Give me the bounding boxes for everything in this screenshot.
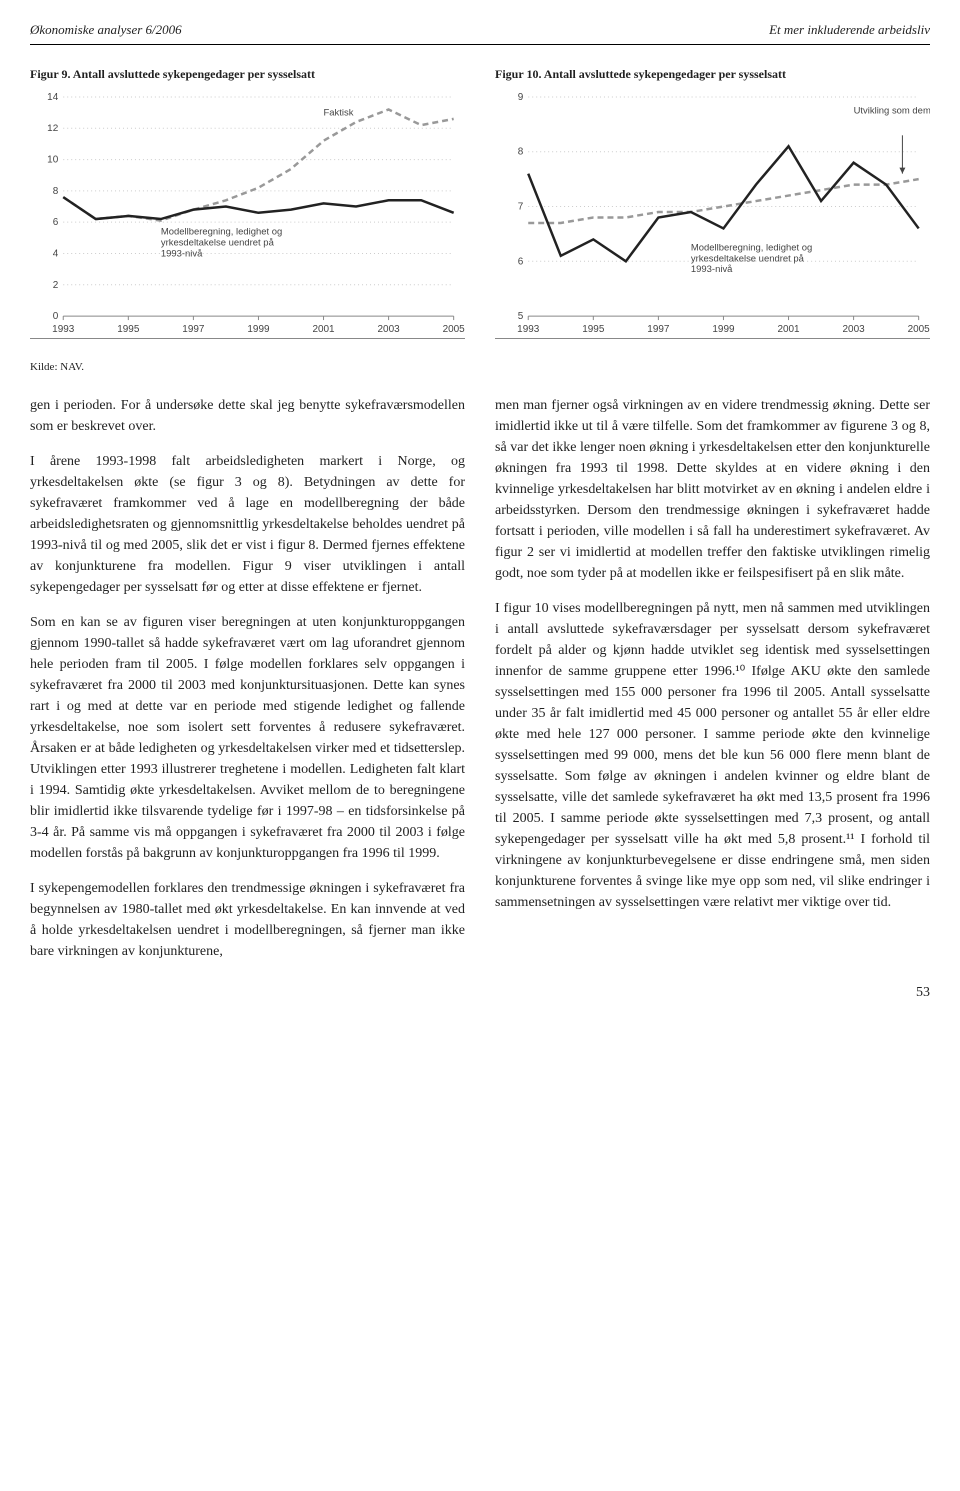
header-right: Et mer inkluderende arbeidsliv	[769, 20, 930, 40]
svg-text:1995: 1995	[582, 324, 605, 335]
svg-text:9: 9	[518, 91, 524, 102]
svg-text:Faktisk: Faktisk	[324, 107, 354, 118]
figure-source: Kilde: NAV.	[30, 359, 930, 376]
svg-text:8: 8	[518, 146, 524, 157]
svg-text:14: 14	[47, 91, 59, 102]
svg-text:2: 2	[53, 279, 59, 290]
svg-text:2005: 2005	[443, 324, 465, 335]
svg-text:1997: 1997	[182, 324, 205, 335]
figures-row: Figur 9. Antall avsluttede sykepengedage…	[30, 65, 930, 339]
paragraph: I figur 10 vises modellberegningen på ny…	[495, 598, 930, 913]
svg-text:1997: 1997	[647, 324, 670, 335]
svg-text:1993-nivå: 1993-nivå	[691, 264, 733, 275]
paragraph: men man fjerner også virkningen av en vi…	[495, 395, 930, 584]
page-number: 53	[30, 982, 930, 1003]
svg-text:12: 12	[47, 123, 59, 134]
paragraph: gen i perioden. For å undersøke dette sk…	[30, 395, 465, 437]
svg-text:6: 6	[518, 256, 524, 267]
figure-10-chart: 5 6 7 8 9 1993 1995 1997 1999 2001 2003 2005 Utvikli…	[495, 89, 930, 339]
svg-text:7: 7	[518, 201, 524, 212]
figure-9-title: Figur 9. Antall avsluttede sykepengedage…	[30, 65, 465, 83]
svg-text:1993: 1993	[52, 324, 75, 335]
figure-10-title: Figur 10. Antall avsluttede sykepengedag…	[495, 65, 930, 83]
paragraph: I årene 1993-1998 falt arbeidsledigheten…	[30, 451, 465, 598]
svg-text:Modellberegning, ledighet og: Modellberegning, ledighet og	[161, 226, 282, 237]
header-left: Økonomiske analyser 6/2006	[30, 20, 182, 40]
svg-text:1999: 1999	[712, 324, 735, 335]
svg-text:2005: 2005	[908, 324, 930, 335]
svg-text:2001: 2001	[312, 324, 335, 335]
svg-text:6: 6	[53, 217, 59, 228]
figure-10: Figur 10. Antall avsluttede sykepengedag…	[495, 65, 930, 339]
svg-text:Utvikling som demografien: Utvikling som demografien	[854, 105, 930, 116]
svg-text:yrkesdeltakelse uendret på: yrkesdeltakelse uendret på	[691, 253, 805, 264]
svg-text:8: 8	[53, 185, 59, 196]
figure-9-chart: 0 2 4 6 8 10 12 14 1993 1995 1997 1999 2001 2003 2005 F…	[30, 89, 465, 339]
svg-text:2003: 2003	[378, 324, 401, 335]
svg-text:4: 4	[53, 248, 59, 259]
svg-text:Modellberegning, ledighet og: Modellberegning, ledighet og	[691, 242, 812, 253]
svg-text:1999: 1999	[247, 324, 270, 335]
svg-text:2001: 2001	[777, 324, 800, 335]
svg-text:0: 0	[53, 311, 59, 322]
svg-text:1993: 1993	[517, 324, 540, 335]
figure-9: Figur 9. Antall avsluttede sykepengedage…	[30, 65, 465, 339]
page-header: Økonomiske analyser 6/2006 Et mer inklud…	[30, 20, 930, 45]
svg-text:yrkesdeltakelse uendret på: yrkesdeltakelse uendret på	[161, 237, 275, 248]
body-columns: gen i perioden. For å undersøke dette sk…	[30, 395, 930, 962]
svg-text:1995: 1995	[117, 324, 140, 335]
svg-text:10: 10	[47, 154, 59, 165]
paragraph: Som en kan se av figuren viser beregning…	[30, 612, 465, 864]
svg-text:1993-nivå: 1993-nivå	[161, 248, 203, 259]
svg-text:2003: 2003	[843, 324, 866, 335]
svg-text:5: 5	[518, 311, 524, 322]
figure-9-svg: 0 2 4 6 8 10 12 14 1993 1995 1997 1999 2001 2003 2005 F…	[30, 89, 465, 338]
figure-10-svg: 5 6 7 8 9 1993 1995 1997 1999 2001 2003 2005 Utvikli…	[495, 89, 930, 338]
paragraph: I sykepengemodellen forklares den trendm…	[30, 878, 465, 962]
